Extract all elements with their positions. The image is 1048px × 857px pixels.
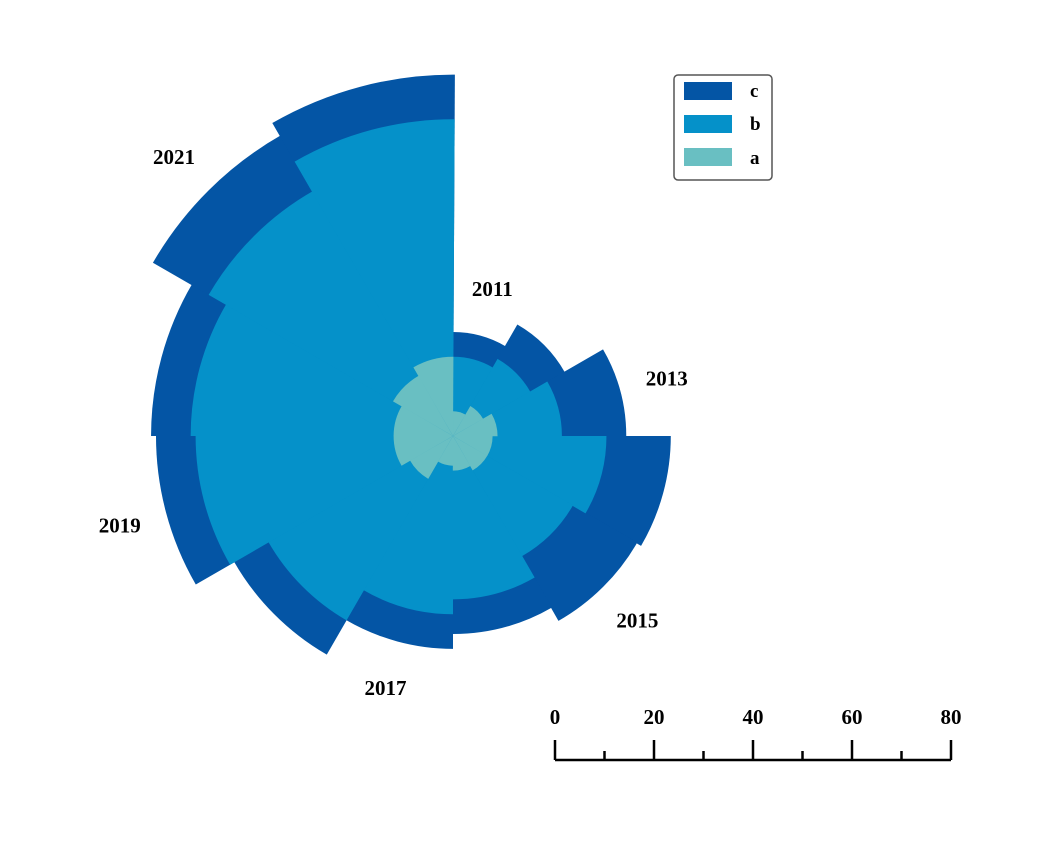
bar-a-2020 (393, 406, 453, 436)
bar-a-2011 (453, 411, 466, 436)
legend-swatch-c (684, 82, 732, 100)
bar-a-2015 (453, 436, 488, 471)
bar-a-2017 (438, 436, 453, 466)
scale-tick-label-20: 20 (644, 705, 665, 729)
legend-swatch-a (684, 148, 732, 166)
bar-b-2017 (363, 436, 453, 615)
scale-tick-label-80: 80 (941, 705, 962, 729)
bar-b-2018 (268, 436, 453, 621)
scale-bar: 0 20 40 60 80 (550, 705, 962, 762)
year-labels: 2011 2013 2015 2017 2019 2021 (99, 145, 688, 700)
bar-b-2020 (190, 303, 453, 436)
legend-label-c: c (750, 81, 758, 102)
year-label-2013: 2013 (646, 367, 688, 391)
scale-tick-label-60: 60 (842, 705, 863, 729)
bar-a-2013 (453, 413, 498, 437)
year-label-2015: 2015 (616, 608, 658, 632)
year-label-2011: 2011 (472, 277, 513, 301)
legend-swatch-b (684, 115, 732, 133)
bar-b-2021 (208, 190, 453, 436)
scale-tick-label-40: 40 (743, 705, 764, 729)
bar-b-2022 (294, 119, 455, 436)
bar-a-2016 (452, 436, 471, 471)
year-label-2017: 2017 (365, 676, 407, 700)
bar-a-2018 (410, 436, 453, 479)
bar-a-2014 (453, 436, 493, 456)
bar-b-2016 (452, 436, 535, 600)
bar-a-2012 (453, 405, 484, 436)
bar-a-2021 (392, 375, 453, 436)
year-label-2019: 2019 (99, 513, 141, 537)
legend-label-a: a (750, 148, 760, 169)
radial-bars (151, 74, 671, 655)
year-label-2021: 2021 (153, 145, 195, 169)
bar-b-2019 (195, 434, 453, 565)
bar-a-2022 (413, 356, 454, 436)
bar-a-2019 (393, 435, 453, 466)
bar-b-2015 (453, 436, 574, 557)
bar-b-2014 (453, 436, 607, 514)
scale-tick-label-0: 0 (550, 705, 561, 729)
legend: c b a (673, 74, 773, 181)
legend-label-b: b (750, 114, 761, 135)
